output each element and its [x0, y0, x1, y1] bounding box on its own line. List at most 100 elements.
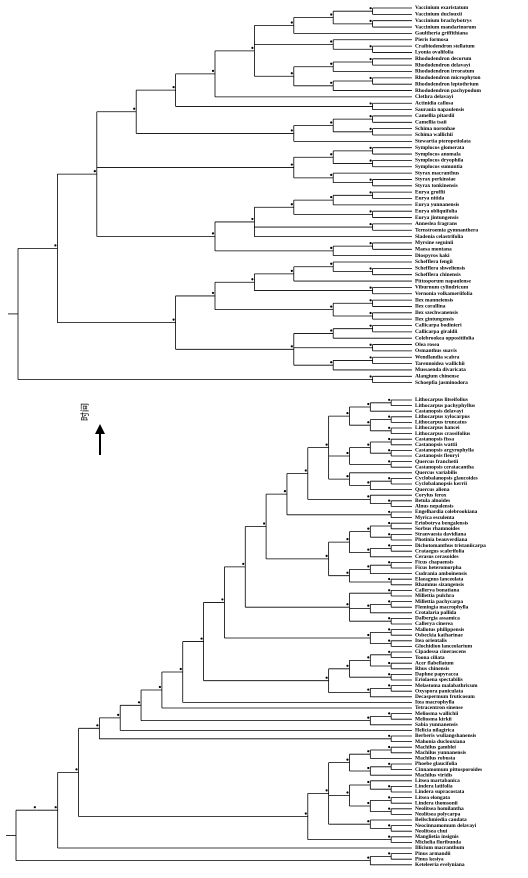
tip-label: Alnus nepalensis	[415, 504, 454, 510]
node-support	[388, 577, 391, 581]
tip-label: Pittosporum napaulense	[415, 278, 471, 284]
tip-label: Diospyros kaki	[415, 253, 450, 259]
node-support	[137, 701, 141, 704]
tip-label: Glochidion lanceolarium	[415, 644, 473, 650]
node-support	[242, 562, 245, 565]
node-support	[367, 527, 370, 530]
tip-label: Lyonia ovalifolia	[415, 50, 454, 56]
node-support	[251, 46, 254, 49]
tip-label: Rhamnus sizangensis	[415, 582, 464, 588]
tip-label: Eriobotrya bengalensis	[415, 520, 468, 526]
tip-label: Castanopsis fissa	[415, 436, 454, 442]
tip-label: Callicarpa bodinieri	[415, 323, 462, 329]
tip-label: Sabia yunnanensis	[415, 722, 458, 728]
node-support	[330, 62, 333, 65]
node-support	[325, 443, 328, 446]
tip-label: Ilex gintungensis	[415, 316, 454, 322]
tip-label: Mussaenda divaricata	[415, 367, 466, 373]
tip-label: Berberis wuliangshanensis	[415, 733, 476, 739]
node-support	[369, 267, 372, 270]
tip-label: Callerya bonatiana	[415, 588, 459, 594]
node-support	[325, 676, 328, 679]
tip-label: Schefflera shweliensis	[415, 266, 465, 272]
node-support	[211, 291, 215, 295]
tip-label: Elaeagnus lanceolata	[415, 576, 464, 582]
tip-label: Rhus chinensis	[415, 666, 449, 672]
node-support	[367, 548, 370, 551]
node-support	[330, 173, 333, 176]
tip-label: Stewartia pteropetiolata	[415, 139, 471, 145]
tip-label: Eriolaena spectabilis	[415, 677, 463, 683]
tip-label: Dalbergia assamica	[415, 616, 460, 622]
tip-label: Tetracentron sinense	[415, 705, 463, 711]
node-support	[367, 633, 370, 637]
tip-label: Photinia beauverdiana	[415, 537, 468, 543]
node-support	[369, 19, 372, 22]
tip-label: Craibiodendron stellatum	[415, 43, 475, 49]
node-support	[369, 343, 372, 346]
tip-label: Pinus kesiya	[415, 856, 444, 862]
node-support	[172, 318, 175, 321]
node-support	[388, 807, 391, 810]
node-support	[388, 521, 391, 525]
node-support	[325, 789, 328, 792]
tip-label: Illicium macranthum	[415, 845, 465, 851]
tip-label: Mahonia duclouxiana	[415, 739, 465, 745]
node-support	[179, 667, 182, 671]
tip-label: Schefflera chinensis	[415, 272, 461, 278]
tip-label: Neolitsea polycarpa	[415, 812, 461, 818]
node-support	[346, 412, 349, 415]
tip-label: Castanopsis fleuryi	[415, 453, 460, 459]
tip-label: Osbeckia katharinae	[415, 632, 463, 638]
tip-label: Wendlandia scabra	[415, 354, 460, 360]
tip-label: Castanopsis wattii	[415, 442, 458, 448]
tip-label: Corylus ferox	[415, 492, 447, 498]
node-support	[346, 538, 349, 541]
node-support	[369, 242, 372, 245]
tip-label: Vernonia volkameriifolia	[415, 291, 473, 297]
node-support	[369, 127, 372, 130]
node-support	[367, 856, 370, 859]
node-support	[388, 745, 391, 749]
tip-label: Olea rosea	[415, 342, 440, 348]
tip-label: Eurya jintungensis	[415, 215, 459, 221]
node-support	[263, 522, 266, 525]
tip-label: Decaspermum fruticosum	[415, 694, 475, 700]
node-support	[33, 806, 36, 809]
node-support	[367, 481, 370, 484]
node-support	[211, 232, 215, 235]
node-support	[93, 169, 96, 173]
tip-label: Vaccinium duclouxii	[415, 12, 462, 18]
tip-label: Ternstroemia gymnanthera	[415, 227, 478, 233]
node-support	[330, 246, 333, 249]
node-support	[388, 426, 391, 429]
tip-label: Schima wallichii	[415, 132, 453, 138]
node-support	[290, 21, 293, 24]
tip-label: Rhododendron delavayi	[415, 62, 471, 68]
tip-label: Betula alnoides	[415, 498, 450, 504]
node-support	[133, 107, 136, 110]
node-support	[369, 178, 372, 181]
node-support	[369, 45, 372, 48]
tip-label: Dichotomanthus tristaniicarpa	[415, 543, 486, 549]
node-support	[388, 852, 391, 855]
tip-label: Styrax tonkinensis	[415, 183, 458, 189]
node-support	[367, 688, 370, 691]
tip-label: Gaultheria griffithiana	[415, 31, 468, 37]
tip-label: Ilex szechwanensis	[415, 310, 458, 316]
tip-label: Phoebe glaucifolia	[415, 761, 457, 767]
node-support	[367, 766, 370, 770]
node-support	[388, 796, 391, 799]
tip-label: Rhododendron irroratum	[415, 69, 475, 75]
tip-label: Camellia tsaii	[415, 120, 447, 126]
node-support	[369, 7, 372, 10]
node-support	[200, 637, 203, 640]
tip-label: Alangium chinense	[415, 374, 459, 380]
tip-label: Neolitsea homilantha	[415, 806, 464, 812]
node-support	[388, 533, 391, 536]
node-support	[369, 222, 372, 226]
node-support	[346, 758, 349, 761]
tip-label: Symplocos glomerata	[415, 145, 465, 151]
tip-label: Cerasus cerasoides	[415, 554, 459, 560]
tip-label: Meliosma kirkii	[415, 716, 452, 722]
